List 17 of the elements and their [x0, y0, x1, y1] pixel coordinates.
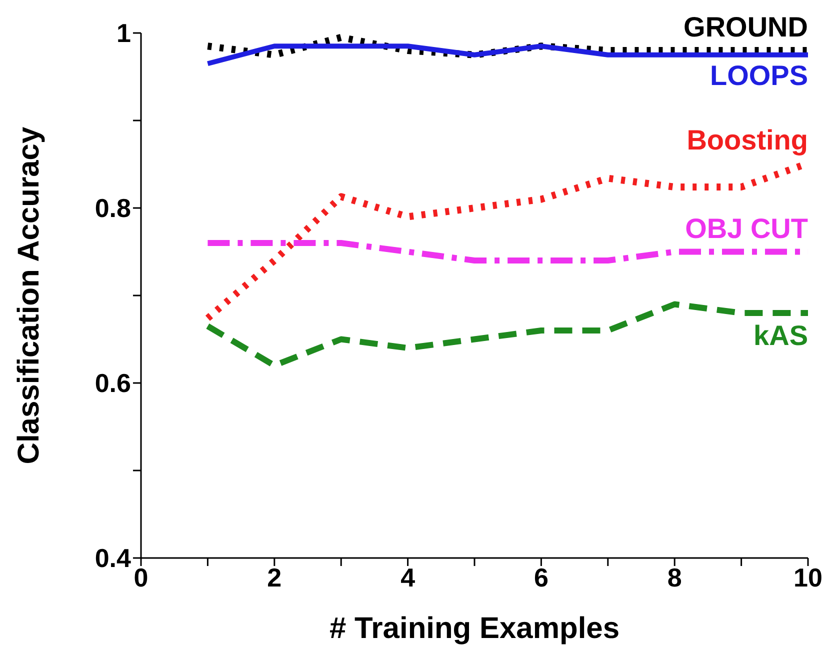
series-label: kAS	[754, 320, 808, 351]
y-tick-label: 1	[116, 18, 131, 48]
y-tick-label: 0.6	[94, 368, 131, 398]
x-tick-label: 10	[794, 562, 822, 592]
series-label: OBJ CUT	[685, 212, 808, 244]
x-tick-label: 6	[534, 562, 548, 592]
x-tick-label: 2	[267, 562, 282, 592]
x-axis-title: # Training Examples	[329, 612, 620, 645]
series-label: Boosting	[686, 124, 808, 156]
x-tick-label: 0	[134, 562, 148, 592]
y-axis-title: Classification Accuracy	[12, 126, 46, 464]
y-tick-label: 0.4	[94, 543, 132, 574]
series-label: LOOPS	[710, 60, 808, 91]
series-label: GROUND	[684, 12, 808, 42]
x-tick-label: 4	[400, 562, 416, 592]
x-tick-label: 8	[667, 562, 682, 592]
y-tick-label: 0.8	[94, 193, 131, 224]
